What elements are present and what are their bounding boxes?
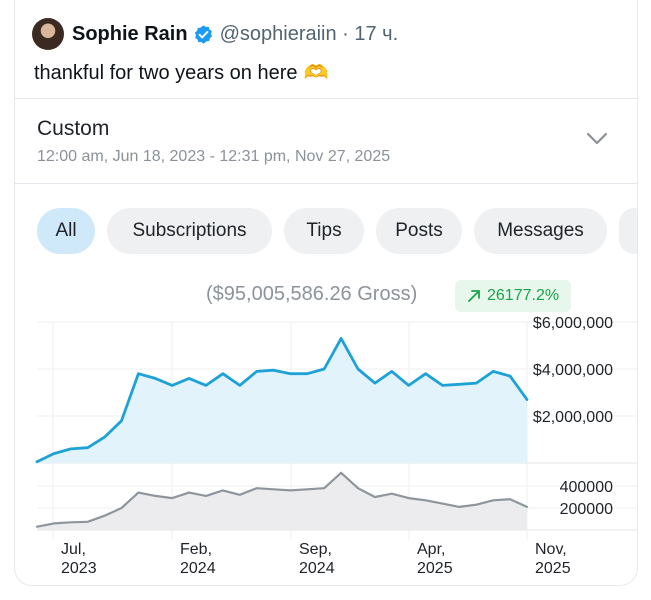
avatar[interactable] bbox=[32, 18, 64, 50]
tweet-header: Sophie Rain @sophieraiin · 17 ч. bbox=[32, 17, 398, 51]
range-title[interactable]: Custom bbox=[37, 117, 110, 140]
tab-all[interactable]: All bbox=[37, 208, 95, 254]
tab-tips[interactable]: Tips bbox=[284, 208, 364, 254]
tab-subscriptions[interactable]: Subscriptions bbox=[107, 208, 272, 254]
change-value: 26177.2% bbox=[487, 287, 560, 304]
author-name[interactable]: Sophie Rain bbox=[72, 22, 188, 45]
filter-tabs: All Subscriptions Tips Posts Messages bbox=[37, 208, 637, 254]
tweet-text: thankful for two years on here 🫶 bbox=[34, 60, 328, 85]
divider bbox=[14, 183, 637, 184]
tab-posts[interactable]: Posts bbox=[376, 208, 462, 254]
trend-up-icon bbox=[468, 290, 480, 302]
verified-badge-icon bbox=[193, 24, 214, 45]
divider bbox=[14, 98, 637, 99]
heart-hands-emoji: 🫶 bbox=[303, 60, 329, 84]
author-handle[interactable]: @sophieraiin · 17 ч. bbox=[219, 22, 399, 45]
change-badge: 26177.2% bbox=[455, 280, 572, 312]
tweet-text-body: thankful for two years on here bbox=[34, 62, 298, 84]
tab-overflow[interactable] bbox=[619, 208, 637, 254]
tab-messages[interactable]: Messages bbox=[474, 208, 607, 254]
tweet-card bbox=[14, 0, 638, 586]
chevron-down-icon[interactable] bbox=[586, 132, 608, 151]
gross-total: ($95,005,586.26 Gross) bbox=[206, 283, 418, 305]
range-subtitle: 12:00 am, Jun 18, 2023 - 12:31 pm, Nov 2… bbox=[37, 148, 391, 165]
